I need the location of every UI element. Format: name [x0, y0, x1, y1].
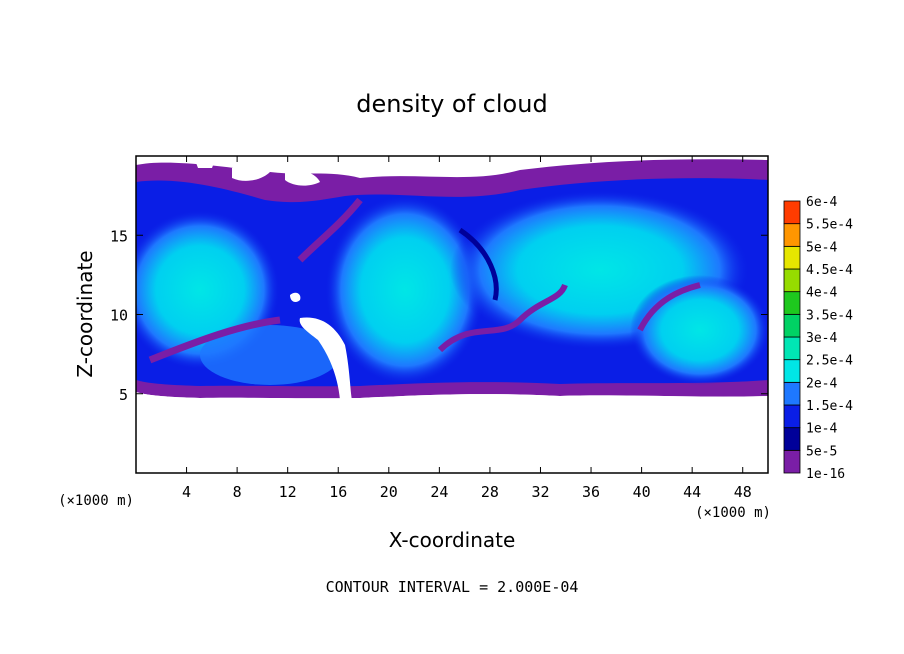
clear-gap	[345, 157, 420, 167]
x-tick-label: 28	[481, 483, 499, 501]
chart-title: density of cloud	[356, 90, 547, 118]
x-axis-title: X-coordinate	[389, 528, 516, 552]
colorbar-swatch	[783, 223, 801, 247]
colorbar-label: 2.5e-4	[806, 354, 853, 369]
colorbar-label: 1e-16	[806, 467, 845, 482]
x-tick-label: 24	[430, 483, 448, 501]
clear-gap	[285, 170, 320, 186]
colorbar-label: 1.5e-4	[806, 399, 853, 414]
y-tick-label: 5	[119, 386, 128, 404]
x-unit-label-right: (×1000 m)	[695, 505, 771, 521]
colorbar-swatch	[783, 200, 801, 225]
clear-gap	[195, 160, 215, 168]
colorbar: 1e-16 5e-5 1e-4 1.5e-4 2e-4 2.5e-4 3e-4 3.5e-4 4…	[783, 195, 853, 482]
x-tick-label: 20	[380, 483, 398, 501]
colorbar-swatch	[783, 404, 801, 429]
colorbar-label: 3.5e-4	[806, 308, 853, 323]
colorbar-swatch	[783, 268, 801, 293]
colorbar-swatch	[783, 245, 801, 270]
colorbar-label: 4.5e-4	[806, 263, 853, 278]
y-axis-title: Z-coordinate	[73, 250, 97, 377]
contour-interval-note: CONTOUR INTERVAL = 2.000E-04	[326, 578, 579, 596]
colorbar-swatch	[783, 291, 801, 315]
cloud-core-middle	[325, 195, 485, 385]
x-tick-label: 48	[734, 483, 752, 501]
clear-gap	[290, 292, 301, 303]
colorbar-label: 3e-4	[806, 331, 837, 346]
x-tick-label: 32	[531, 483, 549, 501]
colorbar-swatch	[783, 313, 801, 338]
cloud-filament	[437, 283, 568, 353]
density-field	[136, 157, 768, 473]
x-tick-label: 40	[633, 483, 651, 501]
cloud-filament	[148, 316, 281, 364]
cloud-filament	[458, 227, 499, 301]
clear-gap	[480, 157, 560, 167]
y-axis: 5 10 15	[110, 227, 768, 404]
x-tick-label: 4	[182, 483, 191, 501]
cloud-core-far-right	[630, 275, 768, 385]
colorbar-label: 6e-4	[806, 195, 837, 210]
colorbar-label: 1e-4	[806, 422, 837, 437]
colorbar-label: 4e-4	[806, 286, 837, 301]
colorbar-label: 5.5e-4	[806, 218, 853, 233]
clear-gap	[299, 317, 352, 400]
x-tick-label: 36	[582, 483, 600, 501]
colorbar-swatch	[783, 427, 801, 451]
colorbar-label: 5e-5	[806, 444, 837, 459]
colorbar-swatch	[783, 449, 801, 474]
colorbar-label: 2e-4	[806, 376, 837, 391]
clear-gap	[136, 392, 768, 473]
x-tick-label: 16	[329, 483, 347, 501]
x-tick-label: 12	[279, 483, 297, 501]
colorbar-swatch	[783, 381, 801, 406]
colorbar-swatch	[783, 359, 801, 383]
y-tick-label: 15	[110, 227, 128, 245]
x-unit-label-left: (×1000 m)	[58, 493, 134, 509]
y-tick-label: 10	[110, 307, 128, 325]
x-axis: 4 8 12 16 20 24 28 32 36 40 44 48	[182, 156, 752, 501]
colorbar-label: 5e-4	[806, 240, 837, 255]
clear-gap	[232, 164, 270, 181]
cloud-filament	[297, 197, 363, 263]
colorbar-swatch	[783, 336, 801, 361]
x-tick-label: 8	[233, 483, 242, 501]
x-tick-label: 44	[683, 483, 701, 501]
cloud-pocket-lower-left	[200, 325, 340, 385]
cloud-filament	[637, 282, 701, 332]
